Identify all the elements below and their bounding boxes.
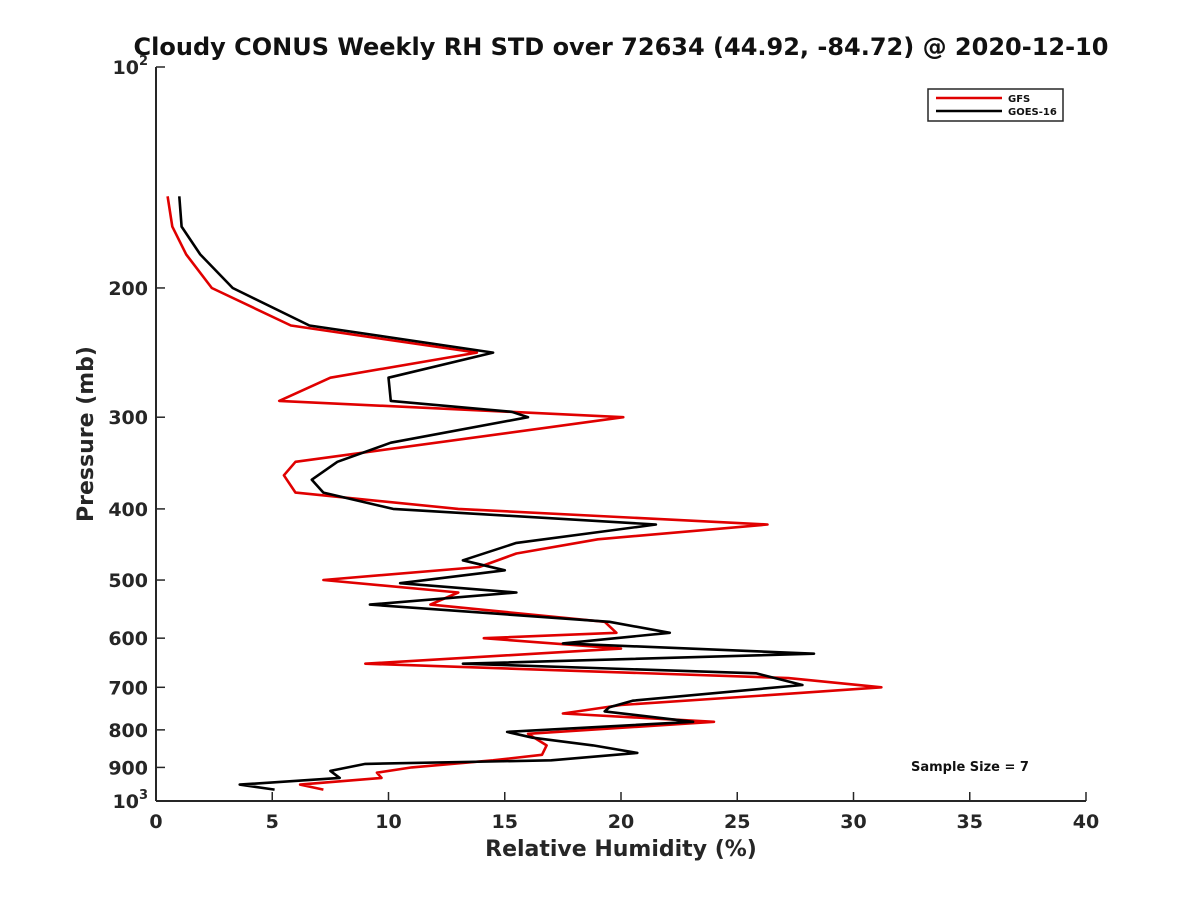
x-axis-ticks: 0 5 10 15 20 25 30 35 40: [149, 792, 1099, 833]
x-tick-label: 15: [492, 811, 518, 833]
x-tick-label: 0: [149, 811, 162, 833]
legend-box: [927, 88, 1064, 122]
y-tick-label: 200: [108, 278, 148, 300]
sample-size-annotation: Sample Size = 7: [911, 760, 1029, 775]
y-axis-ticks: 102 200 300 400 500 600 700 800 900 103: [108, 54, 165, 813]
x-tick-label: 30: [840, 811, 866, 833]
x-tick-label: 20: [608, 811, 634, 833]
x-axis-label: Relative Humidity (%): [485, 837, 757, 862]
y-tick-label: 300: [108, 407, 148, 429]
y-tick-label: 500: [108, 570, 148, 592]
legend: GFS GOES-16: [927, 88, 1064, 122]
y-tick-label: 600: [108, 628, 148, 650]
y-tick-label: 400: [108, 499, 148, 521]
y-tick-label: 900: [108, 757, 148, 779]
y-tick-label: 800: [108, 720, 148, 742]
x-tick-label: 10: [375, 811, 401, 833]
y-tick-label: 102: [113, 54, 149, 79]
series-line-gfs: [166, 196, 883, 791]
series-line-goes-16: [178, 196, 816, 791]
x-tick-label: 25: [724, 811, 750, 833]
chart-title: Cloudy CONUS Weekly RH STD over 72634 (4…: [134, 33, 1109, 61]
series-layer: [166, 196, 883, 791]
x-tick-label: 5: [266, 811, 279, 833]
y-tick-label: 700: [108, 677, 148, 699]
y-tick-label: 103: [113, 788, 149, 813]
plot-axes: [155, 67, 1086, 802]
legend-label-gfs: GFS: [1008, 94, 1030, 105]
legend-label-goes16: GOES-16: [1008, 107, 1057, 118]
x-tick-label: 35: [957, 811, 983, 833]
x-tick-label: 40: [1073, 811, 1099, 833]
y-axis-label: Pressure (mb): [74, 346, 99, 522]
